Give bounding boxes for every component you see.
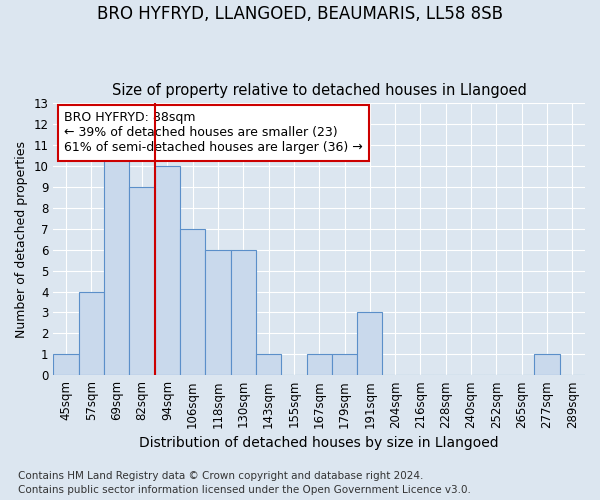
Bar <box>205 250 230 375</box>
Bar <box>256 354 281 375</box>
Bar <box>155 166 180 375</box>
Bar <box>53 354 79 375</box>
X-axis label: Distribution of detached houses by size in Llangoed: Distribution of detached houses by size … <box>139 436 499 450</box>
Y-axis label: Number of detached properties: Number of detached properties <box>15 141 28 338</box>
Bar <box>180 229 205 375</box>
Bar <box>535 354 560 375</box>
Text: BRO HYFRYD, LLANGOED, BEAUMARIS, LL58 8SB: BRO HYFRYD, LLANGOED, BEAUMARIS, LL58 8S… <box>97 5 503 23</box>
Bar <box>307 354 332 375</box>
Bar <box>332 354 357 375</box>
Title: Size of property relative to detached houses in Llangoed: Size of property relative to detached ho… <box>112 83 527 98</box>
Bar <box>79 292 104 375</box>
Bar <box>104 145 130 375</box>
Bar <box>230 250 256 375</box>
Text: Contains HM Land Registry data © Crown copyright and database right 2024.
Contai: Contains HM Land Registry data © Crown c… <box>18 471 471 495</box>
Bar <box>130 187 155 375</box>
Bar <box>357 312 382 375</box>
Text: BRO HYFRYD: 88sqm
← 39% of detached houses are smaller (23)
61% of semi-detached: BRO HYFRYD: 88sqm ← 39% of detached hous… <box>64 112 363 154</box>
